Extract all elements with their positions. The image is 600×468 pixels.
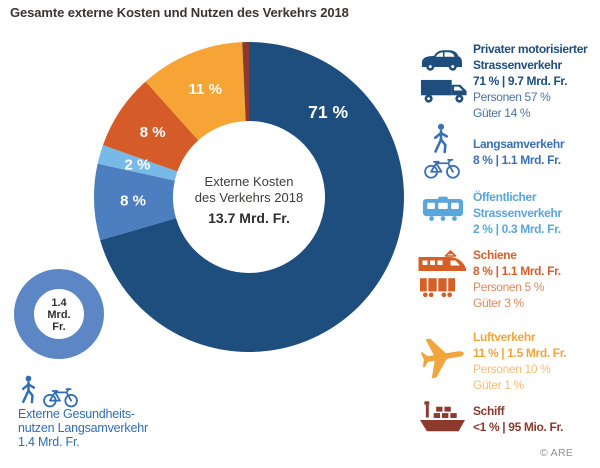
legend-entry-schiene: Schiene 8 % | 1.1 Mrd. Fr. Personen 5 % …	[473, 248, 561, 310]
car-icon	[420, 48, 463, 73]
legend-entry-luftverkehr: Luftverkehr 11 % | 1.5 Mrd. Fr. Personen…	[473, 330, 567, 392]
source-credit: © ARE	[540, 447, 574, 459]
donut-slice-schiene	[102, 81, 199, 172]
airplane-icon	[421, 334, 466, 379]
legend-entry-public-road: Öffentlicher Strassenverkehr 2 % | 0.3 M…	[473, 190, 562, 236]
freight-wagon-icon	[419, 276, 456, 299]
pedestrian-icon	[430, 123, 451, 155]
benefit-caption: Externe Gesundheits- nutzen Langsamverke…	[18, 407, 148, 449]
donut-slice-luftverkehr	[145, 42, 246, 141]
truck-icon	[420, 77, 468, 104]
donut-slice-langsamverkehr	[94, 163, 177, 241]
donut-center-label: Externe Kosten des Verkehrs 2018 13.7 Mr…	[159, 174, 339, 227]
center-total-value: 13.7 Mrd. Fr.	[208, 210, 290, 226]
pedestrian-icon	[18, 375, 38, 405]
benefit-circle-value: 1.4 Mrd. Fr.	[47, 297, 71, 333]
center-line-2: des Verkehrs 2018	[194, 189, 304, 205]
donut-slice-schiff	[242, 42, 249, 122]
legend-entry-private-road: Privater motorisierter Strassenverkehr 7…	[473, 42, 588, 120]
donut-label-public-road: 2 %	[125, 157, 151, 174]
donut-label-luftverkehr: 11 %	[189, 81, 222, 98]
page-title: Gesamte externe Kosten und Nutzen des Ve…	[10, 5, 349, 20]
bicycle-icon	[423, 156, 461, 179]
train-icon	[417, 248, 470, 274]
legend-entry-langsamverkehr: Langsamverkehr 8 % | 1.1 Mrd. Fr.	[473, 137, 565, 167]
donut-label-private-road: 71 %	[308, 102, 348, 122]
center-line-1: Externe Kosten	[204, 174, 294, 189]
bicycle-icon	[42, 385, 79, 408]
donut-label-schiene: 8 %	[140, 124, 166, 141]
tram-icon	[422, 195, 464, 222]
ship-icon	[419, 400, 466, 434]
donut-label-langsamverkehr: 8 %	[120, 192, 146, 209]
legend-entry-schiff: Schiff <1 % | 95 Mio. Fr.	[473, 404, 564, 434]
donut-slice-private-road	[100, 42, 405, 352]
donut-slice-public-road	[97, 145, 178, 181]
